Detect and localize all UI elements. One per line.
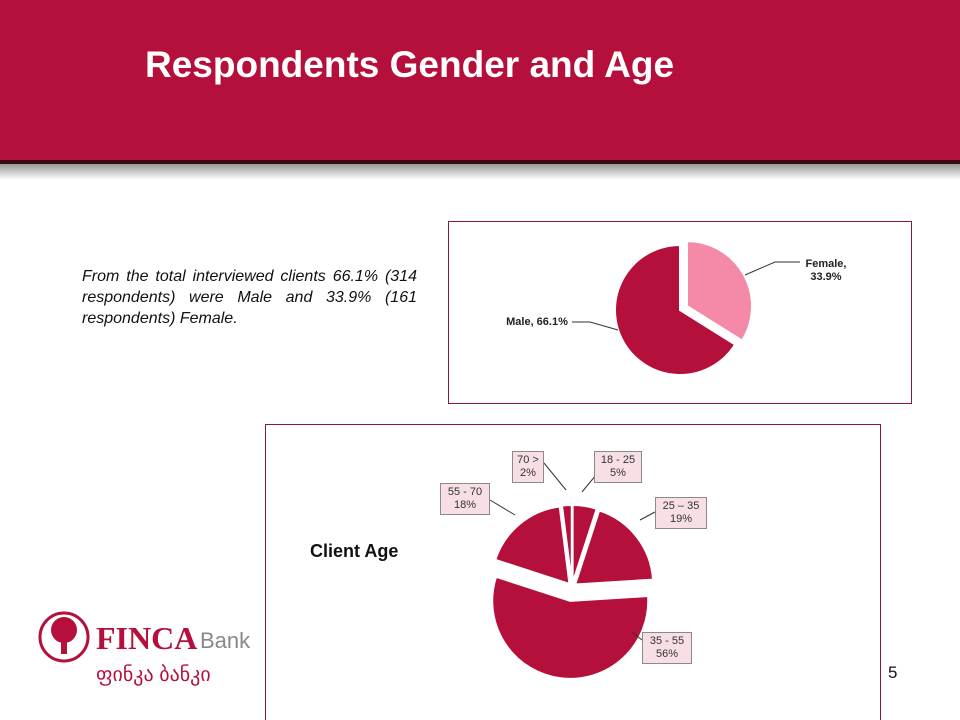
pie-slice: [560, 504, 573, 584]
leader-line: [744, 261, 800, 276]
category-label: 35 - 55: [649, 635, 685, 647]
leader-line: [572, 321, 619, 331]
page-number: 5: [888, 663, 898, 682]
data-label: 19%: [669, 513, 693, 525]
data-label: Female, 33.9%: [805, 258, 847, 283]
data-label: 56%: [655, 648, 679, 660]
slide-title: Respondents Gender and Age: [145, 44, 675, 85]
data-label: Male, 66.1%: [506, 316, 568, 328]
leader-line: [581, 474, 597, 493]
leader-line: [489, 499, 516, 516]
leader-line: [631, 631, 643, 641]
data-label-box: 35 - 55 56%: [642, 632, 692, 664]
data-label-box: 18 - 25 5%: [594, 451, 642, 483]
header-shadow: [0, 164, 960, 180]
chart-title: Client Age: [310, 541, 399, 561]
leader-line: [639, 511, 656, 521]
data-label-box: 70 >2%: [512, 451, 544, 483]
category-label: 18 - 25: [600, 454, 636, 466]
header-rule: [0, 160, 960, 164]
category-label: 25 – 35: [662, 500, 700, 512]
logo-text: FINCA: [96, 620, 198, 656]
header-band: [0, 0, 960, 160]
data-label: 2%: [520, 467, 536, 479]
logo-text: Bank: [200, 628, 251, 653]
category-label: 55 - 70: [447, 486, 483, 498]
data-label: 18%: [453, 499, 477, 511]
leader-line: [543, 462, 567, 491]
data-label-box: 25 – 35 19%: [655, 497, 707, 529]
pie-slice: [685, 240, 753, 342]
pie-slice: [614, 243, 737, 376]
category-label: 70 >: [517, 454, 539, 466]
pie-slice: [491, 575, 650, 680]
pie-slice: [494, 505, 571, 586]
paragraph: From the total interviewed clients 66.1%…: [82, 268, 417, 327]
data-label-box: 55 - 70 18%: [440, 483, 490, 515]
pie-slice: [573, 509, 655, 586]
logo-emblem: [38, 611, 90, 663]
logo-text: ფინკა ბანკი: [96, 664, 211, 686]
data-label: 5%: [610, 467, 626, 479]
